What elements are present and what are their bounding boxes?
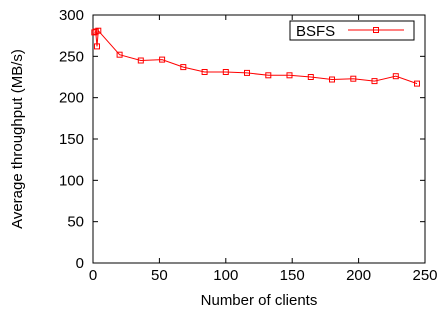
legend-label: BSFS bbox=[296, 23, 335, 40]
data-point bbox=[91, 29, 98, 36]
x-axis-title: Number of clients bbox=[201, 292, 318, 309]
y-tick-label: 300 bbox=[59, 7, 84, 24]
data-point bbox=[159, 56, 166, 63]
data-point bbox=[350, 75, 357, 82]
x-tick-label: 50 bbox=[151, 267, 168, 284]
x-tick-label: 250 bbox=[412, 267, 437, 284]
data-point bbox=[392, 73, 399, 80]
y-tick-label: 100 bbox=[59, 172, 84, 189]
y-tick-label: 0 bbox=[76, 255, 84, 272]
y-axis-ticks: 0 50 100 150 200 250 300 bbox=[59, 7, 425, 272]
data-point bbox=[180, 64, 187, 71]
series-layer bbox=[91, 27, 420, 87]
x-tick-label: 0 bbox=[89, 267, 97, 284]
data-point bbox=[95, 27, 102, 34]
y-axis-title: Average throughput (MB/s) bbox=[9, 49, 26, 229]
y-tick-label: 250 bbox=[59, 48, 84, 65]
data-point bbox=[371, 78, 378, 85]
plot-frame bbox=[92, 14, 426, 264]
legend-marker-sample bbox=[373, 27, 379, 33]
data-point bbox=[137, 57, 144, 64]
data-point bbox=[265, 72, 272, 79]
data-point bbox=[307, 74, 314, 80]
data-point bbox=[329, 76, 335, 83]
x-tick-label: 200 bbox=[346, 267, 371, 284]
x-axis-ticks: 0 50 100 150 200 250 bbox=[89, 15, 438, 284]
data-point bbox=[201, 69, 208, 75]
data-point bbox=[116, 51, 123, 58]
data-point bbox=[286, 72, 293, 79]
data-point bbox=[414, 80, 420, 87]
data-point bbox=[244, 69, 250, 76]
x-tick-label: 150 bbox=[280, 267, 305, 284]
y-tick-label: 200 bbox=[59, 90, 84, 107]
plot-border bbox=[92, 14, 426, 264]
y-tick-label: 50 bbox=[67, 214, 84, 231]
data-point bbox=[94, 43, 100, 50]
data-point bbox=[222, 69, 229, 75]
legend: BSFS bbox=[289, 20, 415, 41]
y-tick-label: 150 bbox=[59, 131, 84, 148]
x-tick-label: 100 bbox=[213, 267, 238, 284]
